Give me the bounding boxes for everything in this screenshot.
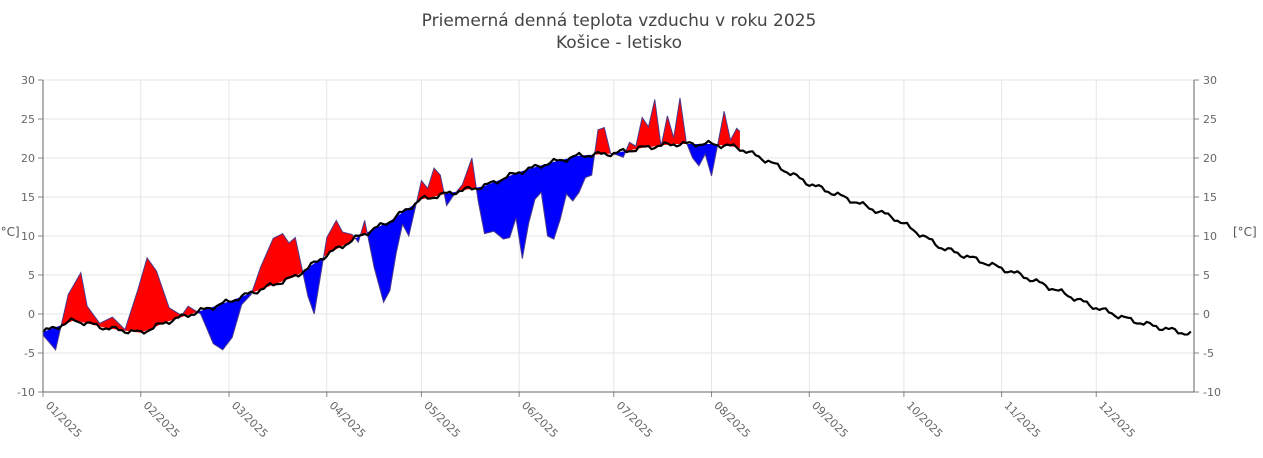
y-tick-label-right: 10	[1203, 230, 1217, 243]
chart-subtitle: Košice - letisko	[555, 33, 683, 53]
grid-layer	[42, 79, 1194, 392]
y-tick-label-right: 0	[1203, 308, 1210, 321]
y-tick-label-left: 20	[21, 152, 35, 165]
above-normal-area	[717, 111, 740, 149]
above-normal-area	[594, 127, 612, 155]
y-tick-label-left: 10	[21, 230, 35, 243]
y-tick-label-left: 15	[21, 191, 35, 204]
y-axis-label-left: [°C]	[0, 225, 20, 239]
x-tick-label: 07/2025	[614, 399, 656, 441]
y-tick-label-right: 25	[1203, 113, 1217, 126]
y-tick-label-right: -10	[1203, 386, 1221, 399]
axis-layer: 30 30 25 25 20 20 15 15 10 10 5 5 0 0 -5 -5 -10 -10 01/202…	[17, 74, 1221, 440]
above-normal-area	[661, 97, 687, 146]
y-tick-label-right: 30	[1203, 74, 1217, 87]
y-tick-label-left: -10	[17, 386, 35, 399]
x-tick-label: 08/2025	[711, 399, 753, 441]
x-tick-label: 04/2025	[327, 399, 369, 441]
below-normal-area	[197, 292, 252, 350]
x-tick-label: 09/2025	[809, 399, 851, 441]
y-tick-label-right: 5	[1203, 269, 1210, 282]
below-normal-area	[611, 150, 626, 158]
above-normal-area	[456, 158, 477, 192]
x-tick-label: 01/2025	[43, 399, 85, 441]
below-normal-area	[686, 143, 718, 176]
y-tick-label-left: 0	[28, 308, 35, 321]
actual-temperature-line	[42, 97, 741, 351]
y-tick-label-right: -5	[1203, 347, 1214, 360]
x-tick-label: 03/2025	[229, 399, 271, 441]
y-tick-label-right: 15	[1203, 191, 1217, 204]
y-tick-label-left: 5	[28, 269, 35, 282]
x-tick-label: 11/2025	[1002, 399, 1044, 441]
x-tick-label: 12/2025	[1096, 399, 1138, 441]
line-layer	[42, 97, 1192, 351]
below-normal-area	[355, 235, 361, 243]
y-tick-label-left: 25	[21, 113, 35, 126]
y-tick-label-right: 20	[1203, 152, 1217, 165]
chart-title: Priemerná denná teplota vzduchu v roku 2…	[421, 11, 817, 31]
above-normal-area	[416, 168, 445, 203]
y-axis-label-right: [°C]	[1233, 225, 1257, 239]
x-tick-label: 10/2025	[904, 399, 946, 441]
chart-title-block: Priemerná denná teplota vzduchu v roku 2…	[0, 10, 1238, 54]
normal-temperature-line	[42, 139, 1192, 336]
below-normal-area	[367, 202, 417, 303]
below-normal-area	[302, 256, 324, 314]
x-tick-label: 05/2025	[421, 399, 463, 441]
below-normal-area	[476, 154, 595, 259]
y-tick-label-left: -5	[24, 347, 35, 360]
above-normal-area	[61, 257, 198, 333]
x-tick-label: 02/2025	[141, 399, 183, 441]
x-tick-label: 06/2025	[519, 399, 561, 441]
anomaly-area-layer	[43, 97, 740, 350]
y-tick-label-left: 30	[21, 74, 35, 87]
